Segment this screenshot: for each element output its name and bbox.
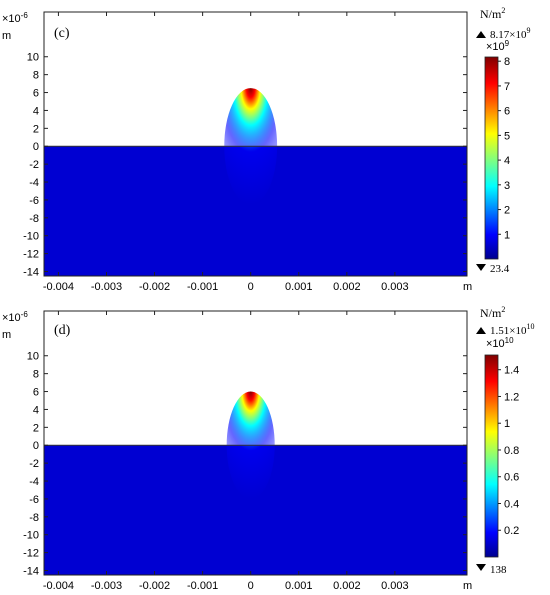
colorbar-tick-label: 1 — [504, 418, 510, 430]
colorbar-min-label: 138 — [490, 564, 507, 576]
colorbar-tick-label: 0.2 — [504, 525, 519, 537]
y-tick-label: -12 — [23, 249, 39, 261]
colorbar-tick-label: 2 — [504, 205, 510, 217]
colorbar-tick-label: 0.6 — [504, 472, 519, 484]
colorbar-tick-group: 1.4 1.2 1 0.8 0.6 0.4 0.2 — [498, 365, 519, 537]
x-axis-unit: m — [463, 281, 472, 293]
y-tick-label: 0 — [33, 141, 39, 153]
y-tick-label: 2 — [33, 123, 39, 135]
y-tick-label: -8 — [29, 512, 39, 524]
colorbar-tick-group: 8 7 6 5 4 3 2 1 — [498, 56, 510, 241]
y-tick-label: 10 — [27, 351, 39, 363]
x-tick-label: -0.003 — [91, 580, 122, 592]
colorbar-scale-label: ×109 — [486, 39, 510, 53]
y-tick-group: 10 8 6 4 2 0 -2 -4 -6 -8 -10 -12 -14 — [23, 351, 467, 578]
y-tick-label: -2 — [29, 458, 39, 470]
y-exponent-label: ×10-6 — [2, 310, 28, 324]
colorbar-unit: N/m2 — [480, 305, 505, 320]
y-tick-label: 10 — [27, 52, 39, 64]
min-triangle-icon — [476, 564, 486, 571]
x-tick-label: 0.003 — [381, 580, 409, 592]
x-tick-label: -0.001 — [187, 281, 218, 293]
plot-frame — [43, 11, 468, 277]
colorbar-min-label: 23.4 — [490, 263, 510, 275]
y-tick-label: -12 — [23, 548, 39, 560]
colorbar-tick-label: 1.2 — [504, 391, 519, 403]
colorbar — [484, 354, 499, 558]
y-tick-group: 10 8 6 4 2 0 -2 -4 -6 -8 -10 -12 -14 — [23, 52, 467, 279]
panel-label: (d) — [54, 323, 71, 338]
colorbar-max-label: 8.17×109 — [490, 26, 530, 41]
y-exponent-label: ×10-6 — [2, 11, 28, 25]
x-axis-unit: m — [463, 580, 472, 592]
y-tick-label: 4 — [33, 404, 39, 416]
x-tick-label: -0.004 — [43, 580, 74, 592]
colorbar-scale-label: ×1010 — [486, 336, 514, 350]
y-tick-label: -8 — [29, 213, 39, 225]
y-tick-label: 4 — [33, 105, 39, 117]
y-tick-label: -10 — [23, 530, 39, 542]
plot-frame — [43, 310, 468, 576]
x-tick-group: -0.004 -0.003 -0.002 -0.001 0 0.001 0.002 0.003 — [43, 311, 409, 592]
max-triangle-icon — [476, 327, 486, 334]
y-tick-label: -14 — [23, 267, 39, 279]
x-tick-label: -0.004 — [43, 281, 74, 293]
x-tick-label: -0.003 — [91, 281, 122, 293]
y-tick-label: -4 — [29, 177, 39, 189]
panel-label: (c) — [54, 26, 70, 41]
colorbar-tick-label: 0.8 — [504, 445, 519, 457]
x-tick-label: -0.002 — [139, 281, 170, 293]
y-axis-unit: m — [2, 30, 11, 42]
colorbar-tick-label: 7 — [504, 81, 510, 93]
colorbar-max-label: 1.51×1010 — [490, 322, 534, 337]
colorbar-tick-label: 1 — [504, 229, 510, 241]
y-tick-label: 0 — [33, 440, 39, 452]
x-tick-label: 0.003 — [381, 281, 409, 293]
x-tick-label: 0.002 — [333, 580, 361, 592]
y-tick-label: 6 — [33, 387, 39, 399]
y-tick-label: -6 — [29, 494, 39, 506]
y-tick-label: -14 — [23, 566, 39, 578]
colorbar-tick-label: 4 — [504, 155, 510, 167]
x-tick-label: 0.001 — [285, 580, 313, 592]
y-tick-label: 6 — [33, 88, 39, 100]
x-tick-label: 0 — [248, 580, 254, 592]
colorbar-tick-label: 0.4 — [504, 498, 519, 510]
x-tick-group: -0.004 -0.003 -0.002 -0.001 0 0.001 0.002 0.003 — [43, 12, 409, 293]
x-tick-label: -0.002 — [139, 580, 170, 592]
y-tick-label: 8 — [33, 369, 39, 381]
colorbar-unit: N/m2 — [480, 6, 505, 21]
colorbar-tick-label: 1.4 — [504, 365, 519, 377]
min-triangle-icon — [476, 264, 486, 271]
x-tick-label: 0.002 — [333, 281, 361, 293]
colorbar-tick-label: 5 — [504, 130, 510, 142]
max-triangle-icon — [476, 31, 486, 38]
colorbar — [484, 56, 499, 260]
x-tick-label: 0.001 — [285, 281, 313, 293]
x-tick-label: -0.001 — [187, 580, 218, 592]
x-tick-label: 0 — [248, 281, 254, 293]
y-axis-unit: m — [2, 329, 11, 341]
colorbar-tick-label: 6 — [504, 106, 510, 118]
y-tick-label: 2 — [33, 422, 39, 434]
y-tick-label: -2 — [29, 159, 39, 171]
y-tick-label: -4 — [29, 476, 39, 488]
y-tick-label: -10 — [23, 231, 39, 243]
y-tick-label: 8 — [33, 70, 39, 82]
colorbar-tick-label: 3 — [504, 180, 510, 192]
y-tick-label: -6 — [29, 195, 39, 207]
colorbar-tick-label: 8 — [504, 56, 510, 68]
